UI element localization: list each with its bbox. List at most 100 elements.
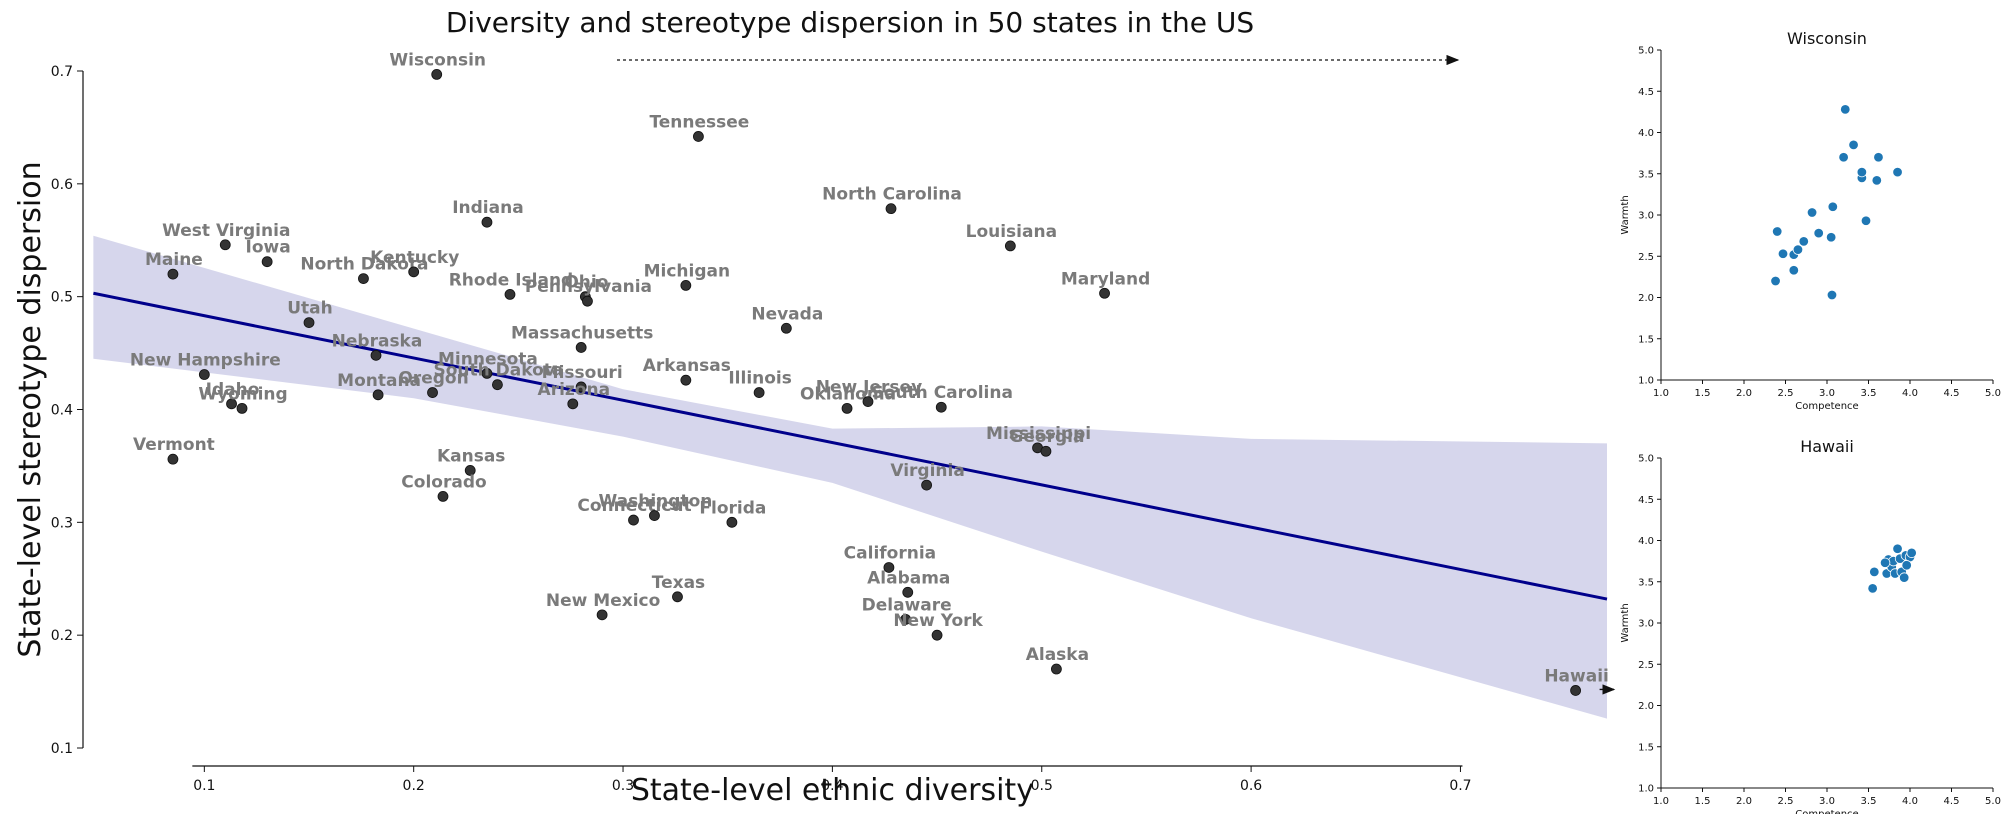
label-hawaii: Hawaii — [1544, 666, 1609, 686]
inset-y-tick-label: 1.0 — [1638, 784, 1654, 795]
inset-point — [1770, 275, 1781, 287]
inset-point — [1867, 583, 1878, 594]
point-north-carolina — [885, 203, 897, 215]
inset-point — [1788, 265, 1800, 276]
point-idaho — [226, 398, 237, 410]
label-massachusetts: Massachusetts — [511, 323, 653, 343]
label-illinois: Illinois — [728, 369, 792, 389]
inset-point — [1806, 207, 1818, 218]
point-illinois — [753, 387, 765, 398]
label-california: California — [844, 543, 936, 563]
label-idaho: Idaho — [206, 380, 260, 400]
point-delaware — [900, 613, 912, 625]
x-tick-label: 0.7 — [1449, 778, 1471, 794]
point-kentucky — [408, 266, 420, 278]
main-scatter-plot: 0.1 0.2 0.3 0.4 0.5 0.6 0.7 0.1 0.2 0.3 0.4 0.5 0.6 0… — [13, 50, 1609, 808]
inset-point — [1840, 104, 1851, 115]
label-maryland: Maryland — [1061, 269, 1150, 289]
inset-x-tick-label: 3.0 — [1819, 388, 1835, 399]
label-nebraska: Nebraska — [332, 331, 423, 351]
label-new-york: New York — [893, 611, 983, 631]
point-kansas — [464, 465, 476, 476]
inset-x-tick-label: 4.5 — [1944, 796, 1960, 807]
point-texas — [672, 591, 683, 603]
label-west-virginia: West Virginia — [162, 221, 290, 241]
point-pennsylvania — [582, 295, 593, 307]
y-tick-label: 0.7 — [51, 64, 73, 80]
inset-x-axis-label: Competence — [1795, 809, 1858, 814]
label-south-carolina: South Carolina — [872, 383, 1013, 403]
x-axis-label: State-level ethnic diversity — [631, 773, 1034, 808]
regression-line — [93, 291, 1608, 601]
y-tick-label: 0.1 — [51, 741, 73, 757]
inset-y-tick-label: 2.5 — [1638, 660, 1654, 671]
label-arkansas: Arkansas — [643, 356, 731, 376]
inset-point — [1871, 175, 1883, 186]
label-minnesota: Minnesota — [438, 349, 538, 369]
label-north-carolina: North Carolina — [822, 185, 962, 205]
inset-point — [1898, 572, 1910, 583]
point-new-jersey — [862, 396, 874, 408]
label-nevada: Nevada — [751, 304, 823, 324]
label-new-hampshire: New Hampshire — [130, 351, 281, 371]
label-north-dakota: North Dakota — [300, 255, 428, 275]
label-wisconsin: Wisconsin — [389, 50, 486, 70]
label-florida: Florida — [699, 498, 766, 518]
point-oregon — [427, 387, 438, 398]
wisconsin-inset-plot: 1.0 1.5 2.0 2.5 3.0 3.5 4.0 4.5 5.0 1.0 1.5 2.0 2.5 3… — [1620, 29, 2001, 412]
point-new-york — [931, 629, 943, 641]
point-nevada — [780, 322, 792, 334]
x-tick-label: 0.1 — [193, 778, 215, 794]
x-tick-label: 0.5 — [1031, 778, 1053, 794]
label-connecticut: Connecticut — [577, 496, 691, 516]
label-colorado: Colorado — [401, 472, 486, 492]
inset-point — [1901, 560, 1912, 571]
label-missouri: Missouri — [542, 363, 623, 383]
label-wyoming: Wyoming — [198, 384, 287, 404]
x-tick-label: 0.6 — [1240, 778, 1262, 794]
label-kansas: Kansas — [437, 446, 505, 466]
point-washington — [649, 510, 660, 521]
inset-x-tick-label: 4.0 — [1902, 388, 1918, 399]
point-minnesota — [481, 367, 493, 379]
inset-x-tick-label: 2.0 — [1736, 796, 1752, 807]
inset-y-tick-label: 5.0 — [1638, 454, 1654, 465]
label-indiana: Indiana — [452, 198, 523, 218]
label-oregon: Oregon — [398, 369, 468, 389]
label-iowa: Iowa — [246, 238, 291, 258]
label-virginia: Virginia — [890, 461, 964, 481]
y-tick-label: 0.6 — [51, 177, 73, 193]
inset-x-tick-label: 5.0 — [1985, 796, 2001, 807]
label-mississippi: Mississippi — [986, 424, 1091, 444]
inset-y-tick-label: 2.0 — [1638, 293, 1654, 304]
point-new-mexico — [596, 609, 608, 621]
point-maryland — [1099, 287, 1110, 299]
y-tick-label: 0.3 — [51, 515, 73, 531]
label-montana: Montana — [337, 371, 421, 391]
point-vermont — [167, 453, 179, 465]
label-michigan: Michigan — [644, 261, 731, 281]
inset-x-tick-label: 1.0 — [1653, 796, 1669, 807]
inset-x-tick-label: 2.5 — [1778, 388, 1794, 399]
inset-x-tick-label: 3.5 — [1861, 388, 1877, 399]
label-washington: Washington — [599, 492, 713, 512]
inset-y-tick-label: 4.5 — [1638, 495, 1654, 506]
label-delaware: Delaware — [862, 595, 952, 615]
inset-y-axis-label: Warmth — [1620, 195, 1631, 234]
hawaii-inset-plot: 1.0 1.5 2.0 2.5 3.0 3.5 4.0 4.5 5.0 1.0 1.5 2.0 2.5 3… — [1620, 437, 2001, 814]
point-michigan — [680, 279, 692, 291]
point-louisiana — [1004, 240, 1016, 252]
label-pennsylvania: Pennsylvania — [525, 277, 652, 297]
inset-x-tick-label: 4.5 — [1944, 388, 1960, 399]
point-georgia — [1040, 445, 1052, 457]
point-oklahoma — [841, 402, 853, 414]
point-arizona — [567, 398, 579, 410]
inset-point — [1860, 215, 1872, 226]
inset-point — [1906, 547, 1917, 559]
label-rhode-island: Rhode Island — [449, 270, 574, 290]
inset-x-tick-label: 3.5 — [1861, 796, 1877, 807]
inset-point — [1873, 152, 1884, 163]
inset-y-tick-label: 1.0 — [1638, 376, 1654, 387]
inset-x-tick-label: 2.5 — [1778, 796, 1794, 807]
inset-y-tick-label: 1.5 — [1638, 334, 1654, 345]
